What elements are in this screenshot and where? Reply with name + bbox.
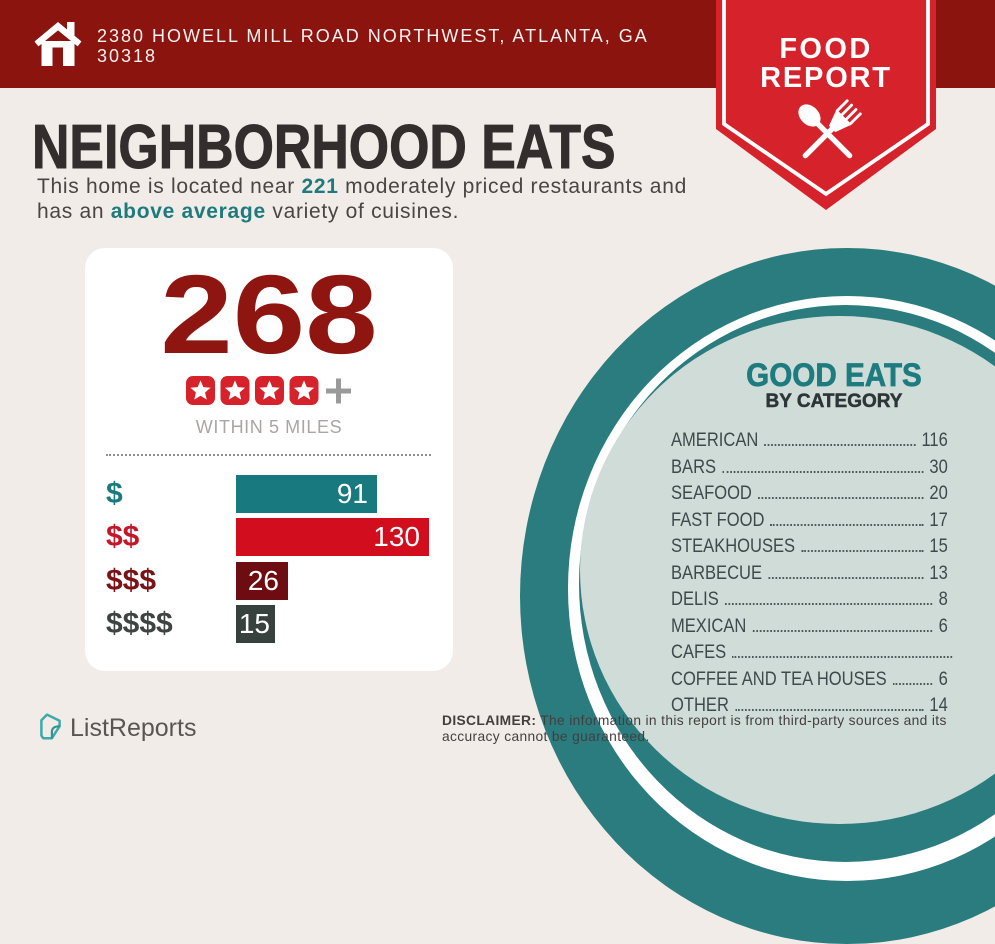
svg-text:FOOD: FOOD — [779, 33, 872, 65]
svg-text:REPORT: REPORT — [760, 62, 892, 94]
